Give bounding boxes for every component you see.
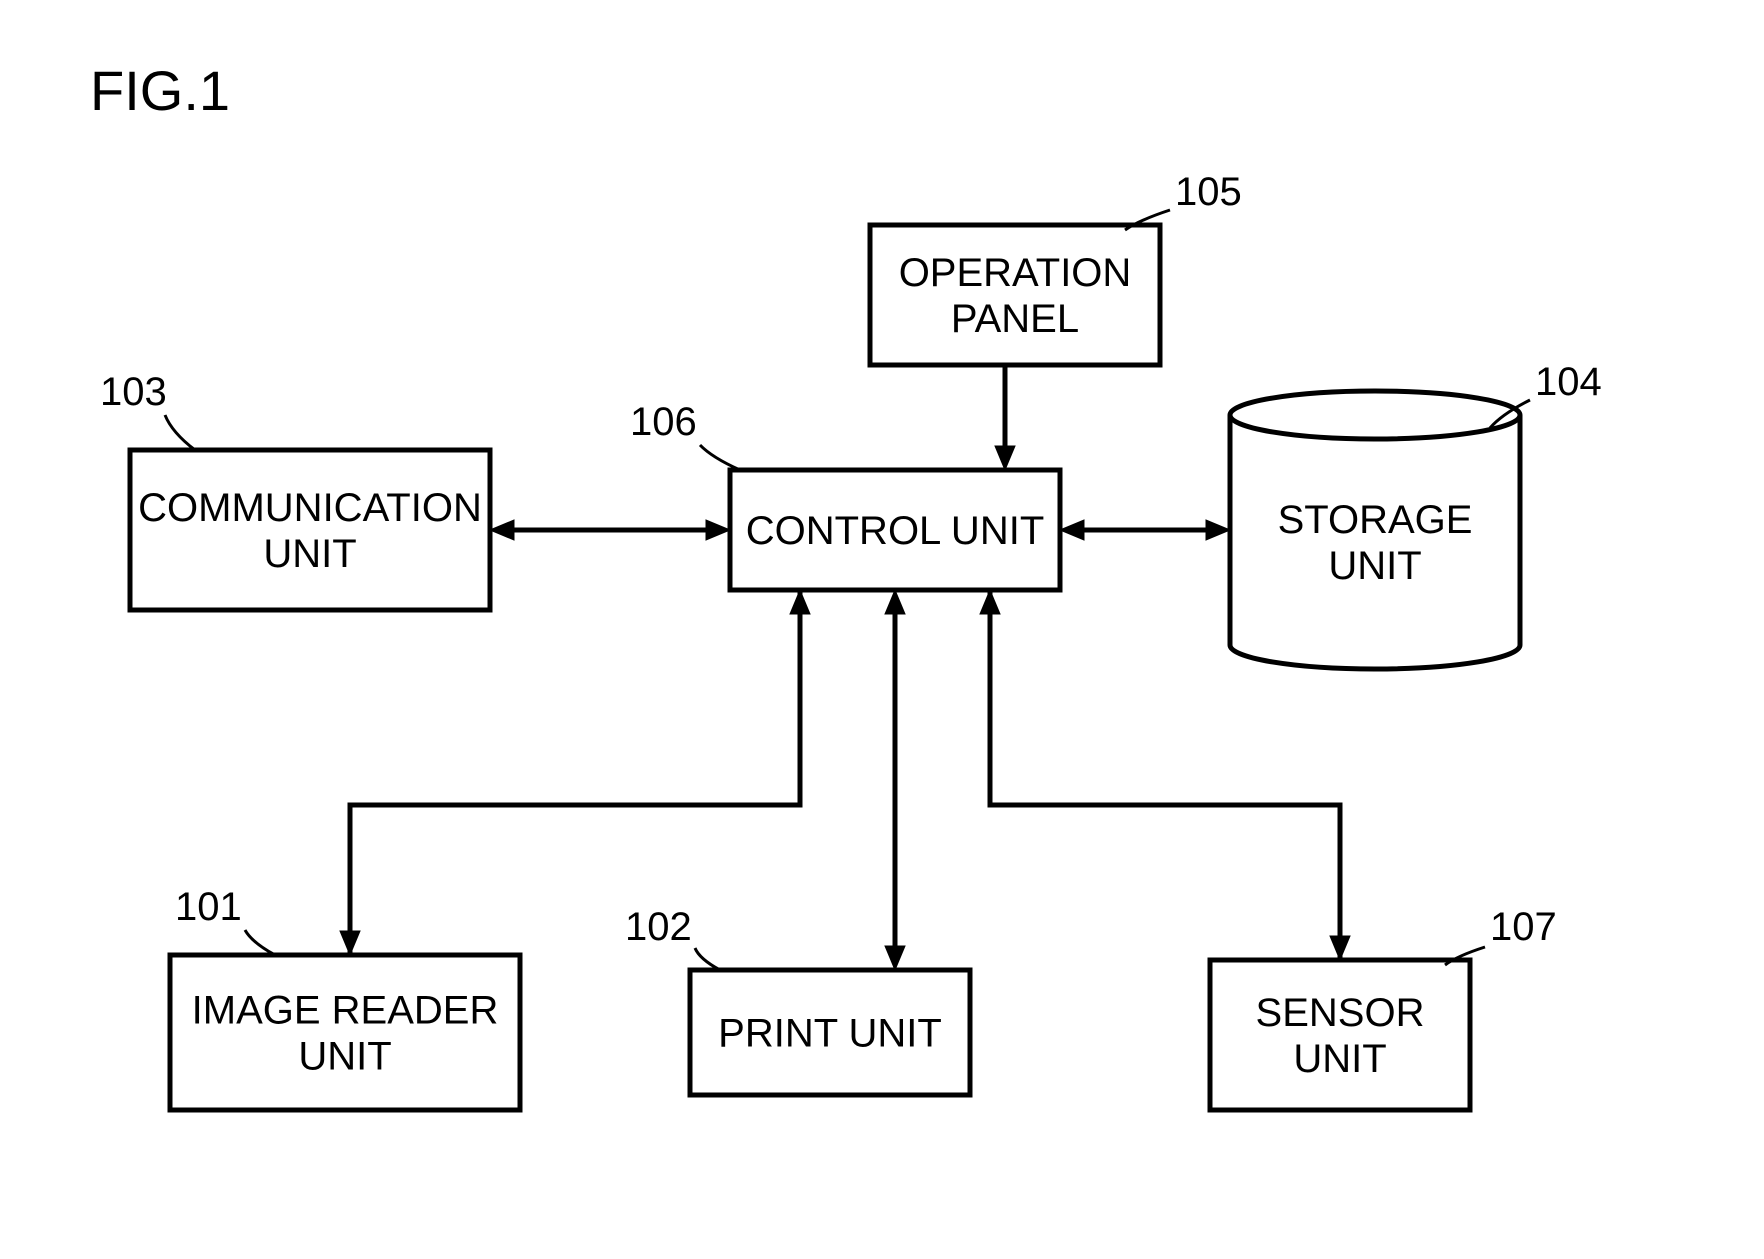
node-imagereader: IMAGE READERUNIT — [170, 955, 520, 1110]
node-print: PRINT UNIT — [690, 970, 970, 1095]
node-communication: COMMUNICATIONUNIT — [130, 450, 490, 610]
ref-sensor: 107 — [1490, 905, 1557, 949]
diagram-root: FIG.1COMMUNICATIONUNITCONTROL UNITOPERAT… — [0, 0, 1764, 1259]
node-communication-label-1: UNIT — [263, 532, 356, 576]
node-control-label-0: CONTROL UNIT — [746, 509, 1045, 553]
node-operation: OPERATIONPANEL — [870, 225, 1160, 365]
node-sensor: SENSORUNIT — [1210, 960, 1470, 1110]
node-operation-label-0: OPERATION — [899, 251, 1132, 295]
ref-control: 106 — [630, 400, 697, 444]
figure-title: FIG.1 — [90, 59, 230, 122]
node-storage: STORAGEUNIT — [1230, 391, 1520, 669]
ref-print: 102 — [625, 905, 692, 949]
node-operation-label-1: PANEL — [951, 297, 1079, 341]
ref-storage: 104 — [1535, 360, 1602, 404]
node-control: CONTROL UNIT — [730, 470, 1060, 590]
node-storage-label-1: UNIT — [1328, 544, 1421, 588]
node-sensor-label-1: UNIT — [1293, 1037, 1386, 1081]
node-communication-label-0: COMMUNICATION — [138, 486, 482, 530]
node-storage-label-0: STORAGE — [1278, 498, 1473, 542]
node-imagereader-label-0: IMAGE READER — [192, 989, 499, 1033]
ref-operation: 105 — [1175, 170, 1242, 214]
node-sensor-label-0: SENSOR — [1256, 991, 1425, 1035]
node-print-label-0: PRINT UNIT — [718, 1012, 942, 1056]
node-imagereader-label-1: UNIT — [298, 1035, 391, 1079]
ref-imagereader: 101 — [175, 885, 242, 929]
ref-communication: 103 — [100, 370, 167, 414]
